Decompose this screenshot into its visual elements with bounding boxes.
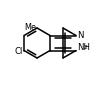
Text: 2: 2 — [84, 45, 88, 50]
Text: NH: NH — [77, 43, 90, 52]
Text: Me: Me — [24, 23, 36, 31]
Text: N: N — [77, 31, 84, 39]
Text: Cl: Cl — [15, 47, 23, 56]
